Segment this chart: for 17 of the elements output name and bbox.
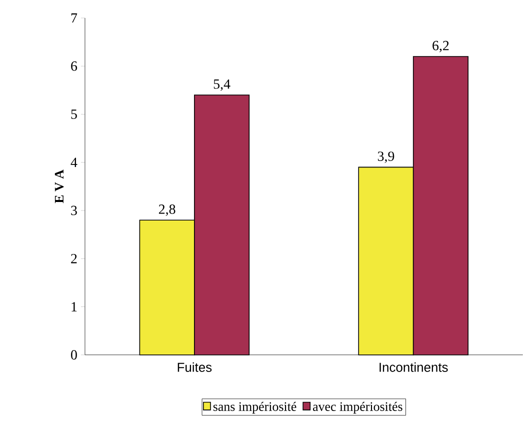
y-tick-label: 2 [71,254,77,264]
legend-label: sans impériosité [213,402,296,414]
y-axis-title: E V A [54,170,64,204]
data-label: 5,4 [214,80,230,91]
x-tick-label: Fuites [178,362,212,372]
y-tick-label: 4 [70,158,78,168]
y-tick-label: 7 [71,13,78,23]
legend-label: avec impériosités [312,402,402,414]
y-tick-label: 5 [71,110,77,119]
data-label: 3,9 [378,152,394,164]
data-label: 6,2 [432,40,449,52]
y-tick-label: 0 [71,350,77,360]
data-label: 2,8 [158,204,176,216]
y-tick-label: 6 [71,62,78,71]
x-tick-label: Incontinents [380,362,448,372]
y-tick-label: 3 [71,206,77,216]
y-tick-label: 1 [72,302,77,312]
